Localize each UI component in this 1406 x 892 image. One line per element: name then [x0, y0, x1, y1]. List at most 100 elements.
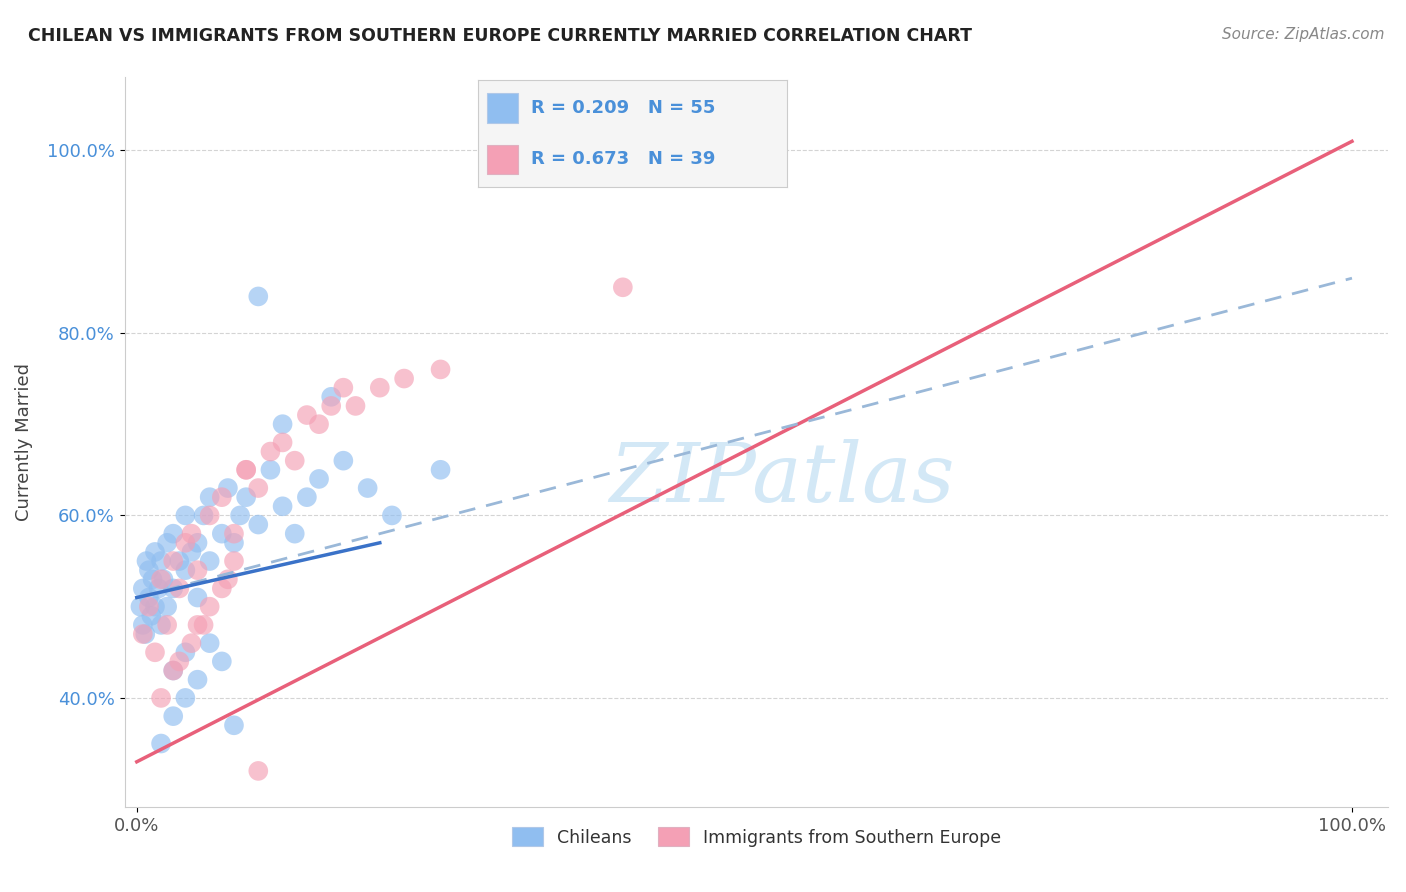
Point	[217, 572, 239, 586]
Point	[186, 591, 208, 605]
Point	[198, 554, 221, 568]
Point	[211, 654, 233, 668]
Point	[174, 690, 197, 705]
Point	[222, 536, 245, 550]
Point	[235, 463, 257, 477]
Bar	[488, 93, 519, 123]
Point	[148, 582, 170, 596]
Point	[271, 417, 294, 432]
Point	[174, 508, 197, 523]
Text: ZIPatlas: ZIPatlas	[609, 439, 955, 519]
Point	[271, 500, 294, 514]
Point	[332, 453, 354, 467]
Point	[132, 618, 155, 632]
Point	[150, 618, 173, 632]
Point	[429, 463, 451, 477]
Point	[284, 526, 307, 541]
Point	[180, 636, 202, 650]
Text: CHILEAN VS IMMIGRANTS FROM SOUTHERN EUROPE CURRENTLY MARRIED CORRELATION CHART: CHILEAN VS IMMIGRANTS FROM SOUTHERN EURO…	[28, 27, 972, 45]
Point	[152, 572, 174, 586]
Point	[247, 764, 270, 778]
Point	[368, 381, 391, 395]
Point	[235, 463, 257, 477]
Point	[217, 481, 239, 495]
Point	[134, 627, 156, 641]
Point	[259, 463, 281, 477]
Point	[321, 390, 343, 404]
Point	[198, 636, 221, 650]
Point	[143, 545, 166, 559]
Point	[186, 536, 208, 550]
Point	[180, 526, 202, 541]
Legend: Chileans, Immigrants from Southern Europe: Chileans, Immigrants from Southern Europ…	[505, 821, 1008, 854]
Point	[162, 664, 184, 678]
Point	[211, 582, 233, 596]
Point	[247, 481, 270, 495]
Point	[259, 444, 281, 458]
Point	[381, 508, 404, 523]
Point	[132, 582, 155, 596]
Point	[295, 490, 318, 504]
Point	[174, 563, 197, 577]
Point	[169, 554, 191, 568]
Point	[162, 582, 184, 596]
Point	[193, 618, 215, 632]
Point	[162, 709, 184, 723]
Point	[150, 737, 173, 751]
Point	[156, 599, 179, 614]
Point	[247, 517, 270, 532]
Point	[138, 563, 160, 577]
Point	[150, 554, 173, 568]
Bar	[488, 145, 519, 175]
Point	[392, 371, 415, 385]
Text: R = 0.209   N = 55: R = 0.209 N = 55	[530, 99, 716, 117]
Point	[284, 453, 307, 467]
Text: Source: ZipAtlas.com: Source: ZipAtlas.com	[1222, 27, 1385, 42]
Point	[186, 618, 208, 632]
Point	[186, 673, 208, 687]
Point	[295, 408, 318, 422]
Point	[198, 490, 221, 504]
Point	[143, 599, 166, 614]
Point	[222, 554, 245, 568]
Point	[150, 690, 173, 705]
Point	[138, 591, 160, 605]
Point	[169, 654, 191, 668]
Point	[162, 554, 184, 568]
Point	[308, 472, 330, 486]
Point	[321, 399, 343, 413]
Point	[271, 435, 294, 450]
Point	[174, 645, 197, 659]
Point	[129, 599, 152, 614]
Point	[222, 718, 245, 732]
Point	[211, 490, 233, 504]
Point	[198, 599, 221, 614]
Point	[235, 490, 257, 504]
Y-axis label: Currently Married: Currently Married	[15, 363, 32, 522]
Point	[143, 645, 166, 659]
Point	[186, 563, 208, 577]
Point	[174, 536, 197, 550]
Point	[135, 554, 157, 568]
Point	[211, 526, 233, 541]
Point	[162, 664, 184, 678]
Point	[198, 508, 221, 523]
Point	[222, 526, 245, 541]
Point	[141, 608, 163, 623]
Point	[229, 508, 252, 523]
Point	[247, 289, 270, 303]
Point	[156, 618, 179, 632]
Point	[193, 508, 215, 523]
Point	[156, 536, 179, 550]
Point	[142, 572, 165, 586]
Point	[132, 627, 155, 641]
Point	[332, 381, 354, 395]
Point	[344, 399, 367, 413]
Point	[162, 526, 184, 541]
Text: R = 0.673   N = 39: R = 0.673 N = 39	[530, 151, 716, 169]
Point	[180, 545, 202, 559]
Point	[138, 599, 160, 614]
Point	[150, 572, 173, 586]
Point	[429, 362, 451, 376]
Point	[612, 280, 634, 294]
